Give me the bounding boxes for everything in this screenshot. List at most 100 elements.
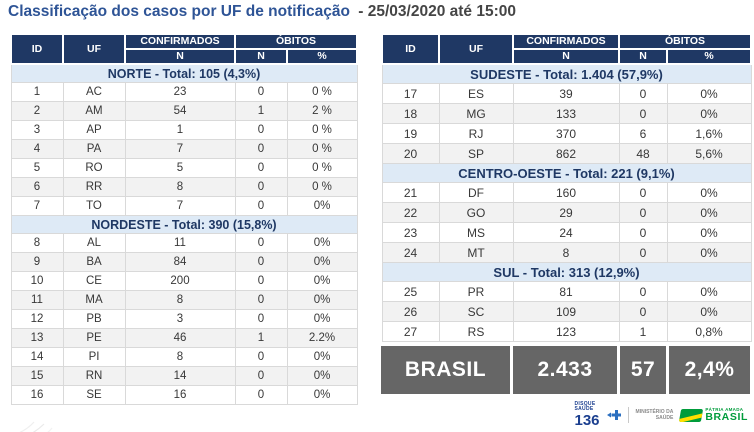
cell-confirmed-n: 370 bbox=[512, 123, 620, 144]
cell-id: 23 bbox=[381, 222, 440, 243]
cell-deaths-n: 0 bbox=[618, 281, 668, 302]
cell-id: 10 bbox=[10, 271, 64, 291]
cell-deaths-n: 0 bbox=[618, 222, 668, 243]
cell-deaths-n: 0 bbox=[234, 271, 288, 291]
header-row: ID UF CONFIRMADOS ÓBITOS bbox=[10, 33, 358, 65]
cell-deaths-pct: 0% bbox=[666, 242, 752, 263]
brasil-total-row: BRASIL 2.433 57 2,4% bbox=[381, 346, 750, 394]
cell-deaths-n: 0 bbox=[234, 196, 288, 216]
cell-uf: RR bbox=[62, 177, 126, 197]
cell-deaths-pct: 0% bbox=[286, 309, 358, 329]
cell-deaths-n: 0 bbox=[234, 158, 288, 178]
cell-confirmed-n: 5 bbox=[124, 158, 236, 178]
table-row: 25 PR 81 0 0% bbox=[381, 281, 752, 302]
cell-id: 17 bbox=[381, 83, 440, 104]
col-header-confirmados-n: N bbox=[124, 48, 236, 65]
cell-confirmed-n: 862 bbox=[512, 143, 620, 164]
page-title-main: Classificação dos casos por UF de notifi… bbox=[8, 3, 350, 20]
cell-id: 22 bbox=[381, 202, 440, 223]
table-row: 5 RO 5 0 0 % bbox=[10, 158, 358, 178]
cell-deaths-n: 0 bbox=[234, 385, 288, 405]
table-row: 2 AM 54 1 2 % bbox=[10, 101, 358, 121]
col-header-obitos-pct: % bbox=[286, 48, 358, 65]
cell-id: 11 bbox=[10, 290, 64, 310]
cell-confirmed-n: 7 bbox=[124, 196, 236, 216]
region-section-label: NORTE - Total: 105 (4,3%) bbox=[10, 63, 358, 83]
cell-deaths-n: 0 bbox=[618, 301, 668, 322]
cell-id: 25 bbox=[381, 281, 440, 302]
brand-top-label: PÁTRIA AMADA bbox=[705, 406, 744, 412]
col-header-id: ID bbox=[381, 33, 440, 65]
cell-id: 12 bbox=[10, 309, 64, 329]
cell-deaths-n: 0 bbox=[234, 177, 288, 197]
disque-number: 136 bbox=[574, 412, 600, 429]
table-row: 4 PA 7 0 0 % bbox=[10, 139, 358, 159]
cell-uf: RS bbox=[438, 321, 514, 342]
cell-uf: SP bbox=[438, 143, 514, 164]
region-section-row: NORDESTE - Total: 390 (15,8%) bbox=[10, 215, 358, 234]
cell-deaths-n: 0 bbox=[234, 139, 288, 159]
cell-deaths-n: 0 bbox=[234, 120, 288, 140]
brasil-deaths-total: 57 bbox=[620, 346, 666, 394]
col-header-id: ID bbox=[10, 33, 64, 65]
cell-uf: PB bbox=[62, 309, 126, 329]
cell-deaths-n: 6 bbox=[618, 123, 668, 144]
cell-deaths-n: 0 bbox=[234, 82, 288, 102]
cell-id: 7 bbox=[10, 196, 64, 216]
table-row: 15 RN 14 0 0% bbox=[10, 366, 358, 386]
cell-id: 13 bbox=[10, 328, 64, 348]
cell-uf: MS bbox=[438, 222, 514, 243]
header-subrow: N N% bbox=[382, 48, 752, 65]
col-header-obitos: ÓBITOS bbox=[234, 33, 358, 50]
cell-deaths-n: 0 bbox=[618, 103, 668, 124]
cell-deaths-n: 0 bbox=[234, 233, 288, 253]
cell-deaths-pct: 0 % bbox=[286, 139, 358, 159]
cell-uf: BA bbox=[62, 252, 126, 272]
brand-text: PÁTRIA AMADA BRASIL bbox=[705, 406, 748, 423]
col-header-confirmados: CONFIRMADOS bbox=[124, 33, 236, 50]
cell-deaths-n: 48 bbox=[618, 143, 668, 164]
cell-confirmed-n: 24 bbox=[512, 222, 620, 243]
cell-uf: DF bbox=[438, 182, 514, 203]
cell-confirmed-n: 11 bbox=[124, 233, 236, 253]
col-header-obitos-n: N bbox=[618, 48, 668, 65]
table-row: 1 AC 23 0 0 % bbox=[10, 82, 358, 102]
col-header-confirmados-n: N bbox=[512, 48, 620, 65]
table-row: 3 AP 1 0 0 % bbox=[10, 120, 358, 140]
cell-confirmed-n: 123 bbox=[512, 321, 620, 342]
cell-deaths-pct: 1,6% bbox=[666, 123, 752, 144]
table-row: 18 MG 133 0 0% bbox=[381, 103, 752, 124]
cell-uf: RJ bbox=[438, 123, 514, 144]
left-uf-table: ID UF CONFIRMADOS ÓBITOS N N% NORTE - Total: 1… bbox=[10, 33, 358, 405]
cell-confirmed-n: 8 bbox=[124, 177, 236, 197]
cell-confirmed-n: 16 bbox=[124, 385, 236, 405]
cell-confirmed-n: 7 bbox=[124, 139, 236, 159]
cell-uf: PI bbox=[62, 347, 126, 367]
table-row: 6 RR 8 0 0 % bbox=[10, 177, 358, 197]
cell-uf: PA bbox=[62, 139, 126, 159]
ministry-line1: MINISTÉRIO DA bbox=[635, 408, 674, 415]
cell-deaths-pct: 0% bbox=[286, 347, 358, 367]
cell-uf: RO bbox=[62, 158, 126, 178]
cell-deaths-pct: 0% bbox=[286, 196, 358, 216]
region-section-label: SUL - Total: 313 (12,9%) bbox=[381, 262, 752, 282]
cell-uf: SE bbox=[62, 385, 126, 405]
region-section-label: NORDESTE - Total: 390 (15,8%) bbox=[10, 215, 358, 234]
cell-deaths-pct: 0% bbox=[666, 182, 752, 203]
disque-label: DISQUE bbox=[574, 401, 596, 407]
region-section-label: SUDESTE - Total: 1.404 (57,9%) bbox=[381, 63, 752, 84]
cell-uf: RN bbox=[62, 366, 126, 386]
cell-id: 9 bbox=[10, 252, 64, 272]
disque-saude-136-logo: DISQUE SAÚDE 136 bbox=[574, 401, 600, 429]
cell-deaths-pct: 0,8% bbox=[666, 321, 752, 342]
cell-deaths-pct: 0 % bbox=[286, 177, 358, 197]
table-row: 14 PI 8 0 0% bbox=[10, 347, 358, 367]
region-section-row: SUDESTE - Total: 1.404 (57,9%) bbox=[381, 63, 752, 84]
cell-uf: GO bbox=[438, 202, 514, 223]
page-title-date: - 25/03/2020 até 15:00 bbox=[358, 3, 516, 20]
brasil-confirmed-total: 2.433 bbox=[513, 346, 617, 394]
cell-deaths-pct: 0% bbox=[286, 252, 358, 272]
table-row: 16 SE 16 0 0% bbox=[10, 385, 358, 405]
cell-id: 24 bbox=[381, 242, 440, 263]
footer-divider bbox=[627, 407, 629, 423]
